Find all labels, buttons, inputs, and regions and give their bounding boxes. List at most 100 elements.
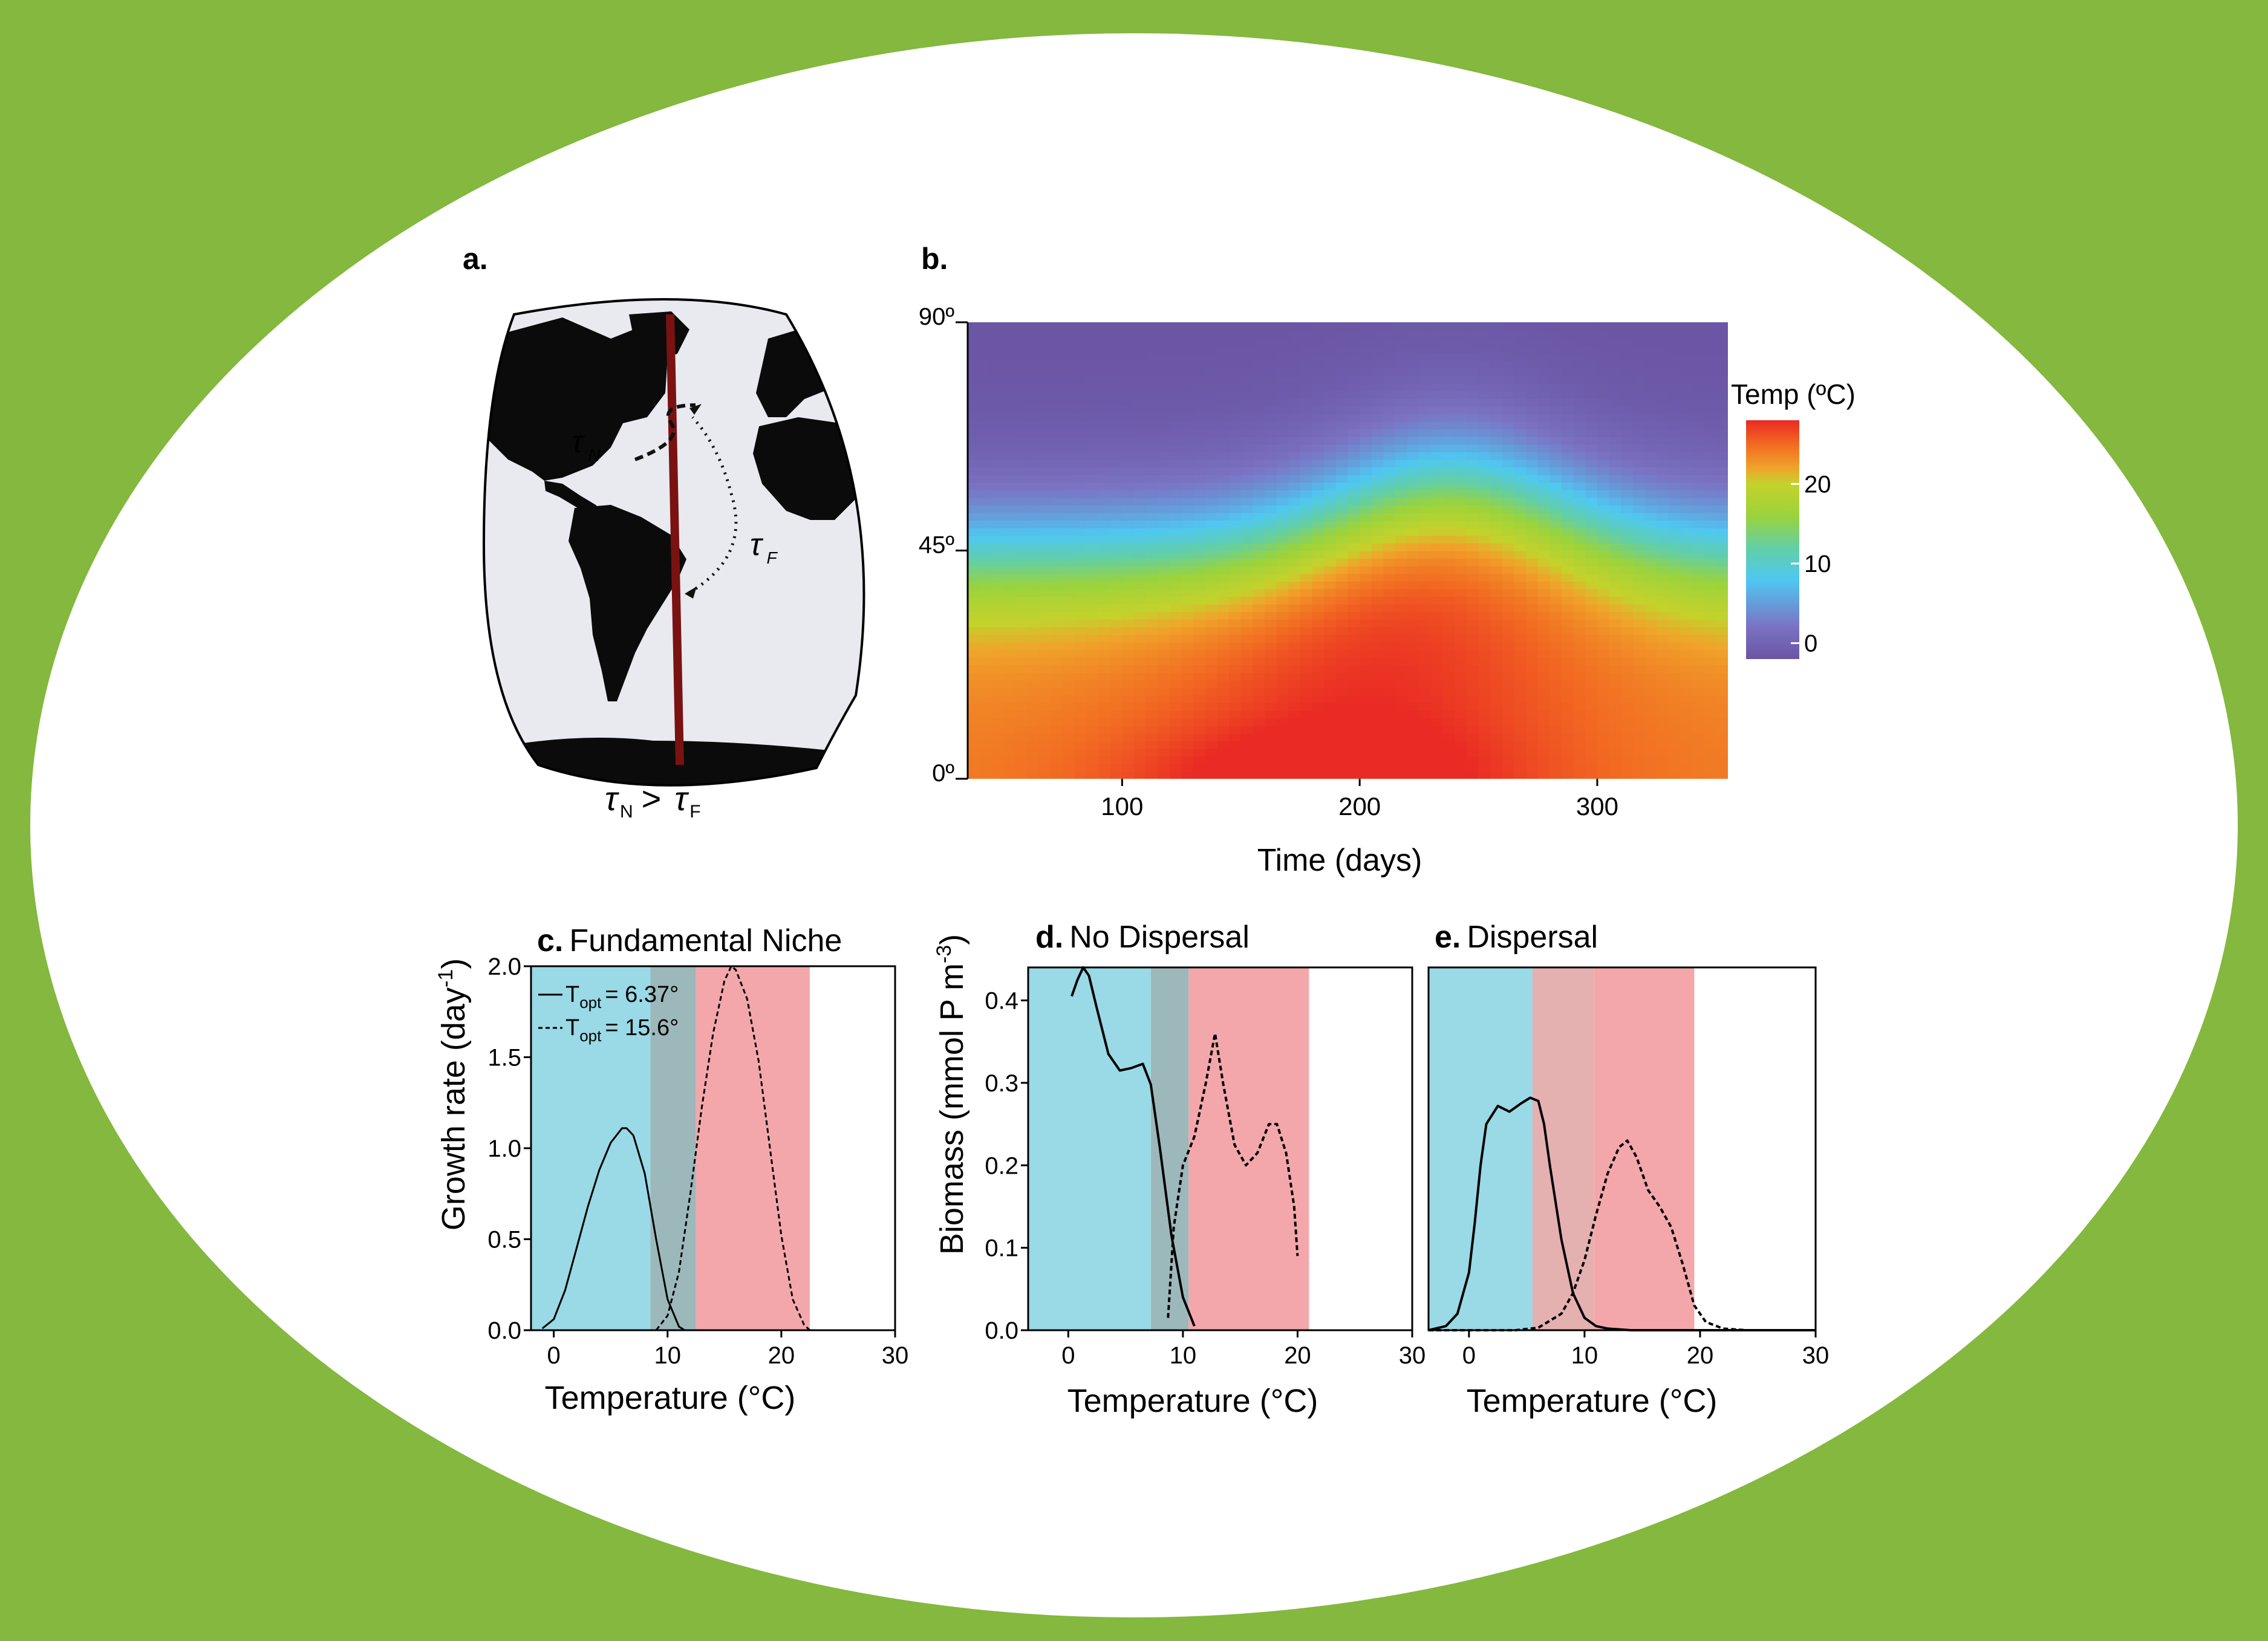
heatmap-cell	[1335, 459, 1349, 468]
heatmap-cell	[979, 535, 992, 544]
heatmap-cell	[1217, 467, 1230, 475]
heatmap-cell	[1692, 505, 1705, 513]
heatmap-cell	[1407, 619, 1420, 628]
heatmap-cell	[1668, 710, 1681, 719]
heatmap-cell	[1098, 649, 1111, 658]
heatmap-cell	[1003, 345, 1016, 354]
heatmap-cell	[1063, 489, 1075, 498]
heatmap-cell	[1395, 588, 1408, 597]
heatmap-cell	[1502, 368, 1515, 377]
heatmap-cell	[1217, 634, 1230, 643]
heatmap-cell	[1692, 642, 1705, 651]
heatmap-cell	[1442, 626, 1456, 635]
y-tick-label: 2.0	[487, 954, 521, 980]
heatmap-cell	[1514, 718, 1527, 726]
heatmap-cell	[1347, 421, 1361, 430]
heatmap-cell	[1657, 672, 1669, 681]
heatmap-cell	[1549, 330, 1563, 339]
heatmap-cell	[1086, 444, 1100, 452]
heatmap-cell	[1502, 748, 1515, 757]
heatmap-cell	[991, 603, 1004, 613]
heatmap-cell	[1240, 573, 1254, 582]
heatmap-cell	[1015, 436, 1028, 445]
heatmap-cell	[1502, 436, 1515, 445]
heatmap-cell	[1015, 756, 1028, 764]
heatmap-cell	[1003, 444, 1016, 452]
heatmap-cell	[1074, 489, 1087, 498]
heatmap-cell	[1514, 535, 1527, 544]
heatmap-cell	[1632, 429, 1646, 437]
heatmap-cell	[991, 505, 1004, 513]
heatmap-cell	[1098, 695, 1111, 704]
heatmap-cell	[1585, 406, 1598, 414]
heatmap-cell	[1253, 398, 1266, 407]
heatmap-cell	[1632, 489, 1646, 498]
heatmap-cell	[1158, 725, 1170, 734]
heatmap-cell	[1086, 603, 1100, 613]
heatmap-cell	[1502, 451, 1515, 460]
heatmap-cell	[1122, 527, 1135, 536]
heatmap-cell	[991, 619, 1004, 628]
heatmap-cell	[968, 421, 980, 430]
heatmap-cell	[1098, 406, 1111, 414]
heatmap-cell	[1383, 512, 1396, 521]
heatmap-cell	[1514, 353, 1527, 361]
heatmap-cell	[1038, 497, 1052, 505]
heatmap-cell	[1609, 695, 1622, 704]
heatmap-cell	[1478, 649, 1491, 658]
heatmap-cell	[1063, 436, 1075, 445]
heatmap-cell	[1133, 771, 1147, 779]
heatmap-cell	[1015, 535, 1028, 544]
heatmap-cell	[1419, 353, 1432, 361]
heatmap-cell	[1621, 550, 1634, 559]
heatmap-cell	[1716, 695, 1728, 704]
heatmap-cell	[1276, 375, 1289, 384]
heatmap-cell	[1063, 345, 1075, 354]
heatmap-cell	[1632, 611, 1646, 620]
heatmap-cell	[1632, 459, 1646, 468]
heatmap-cell	[1360, 474, 1372, 483]
heatmap-cell	[1335, 573, 1349, 582]
heatmap-cell	[1133, 322, 1147, 331]
heatmap-cell	[1324, 398, 1337, 407]
heatmap-cell	[1276, 406, 1289, 414]
heatmap-cell	[1704, 391, 1717, 399]
heatmap-cell	[1419, 330, 1432, 339]
heatmap-cell	[1063, 535, 1075, 544]
heatmap-cell	[968, 330, 980, 339]
heatmap-cell	[968, 406, 980, 414]
heatmap-cell	[1181, 619, 1194, 628]
heatmap-cell	[1133, 368, 1147, 377]
heatmap-cell	[991, 436, 1004, 445]
heatmap-cell	[1027, 573, 1040, 582]
heatmap-cell	[1502, 337, 1515, 346]
heatmap-cell	[1455, 383, 1467, 392]
heatmap-cell	[1609, 535, 1622, 544]
heatmap-cell	[1265, 436, 1277, 445]
heatmap-cell	[1265, 383, 1277, 392]
heatmap-cell	[1205, 580, 1218, 590]
heatmap-cell	[979, 565, 992, 574]
heatmap-cell	[979, 603, 992, 613]
heatmap-cell	[1632, 588, 1646, 597]
heatmap-cell	[1597, 703, 1610, 711]
heatmap-cell	[1537, 482, 1551, 490]
heatmap-cell	[1038, 710, 1052, 719]
heatmap-cell	[1597, 665, 1610, 673]
heatmap-cell	[1585, 733, 1598, 742]
heatmap-cell	[1169, 596, 1182, 605]
heatmap-cell	[1621, 368, 1634, 377]
heatmap-cell	[1276, 391, 1289, 399]
heatmap-cell	[1609, 763, 1622, 772]
north-america	[484, 317, 668, 481]
heatmap-cell	[1455, 414, 1467, 422]
heatmap-cell	[1253, 429, 1266, 437]
heatmap-cell	[1466, 634, 1479, 643]
heatmap-cell	[1549, 550, 1563, 559]
heatmap-cell	[1419, 444, 1432, 452]
heatmap-cell	[1430, 353, 1444, 361]
heatmap-cell	[979, 748, 992, 757]
heatmap-cell	[1632, 474, 1646, 483]
heatmap-cell	[1549, 665, 1563, 673]
